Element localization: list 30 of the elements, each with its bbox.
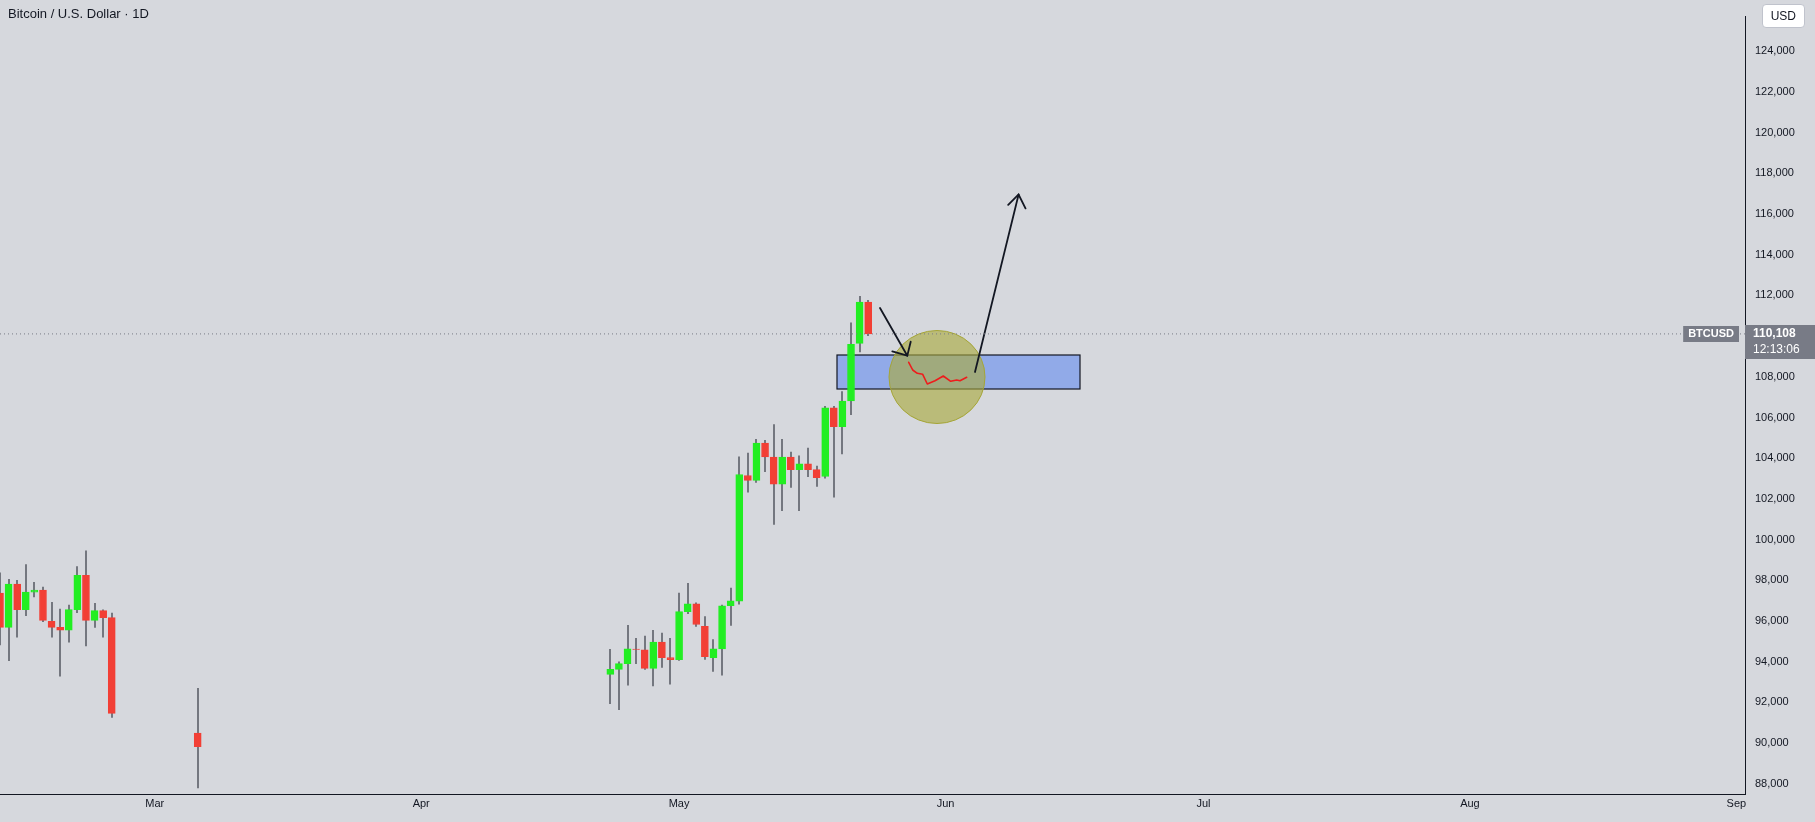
y-tick-label: 116,000	[1755, 207, 1794, 220]
y-tick-label: 114,000	[1755, 247, 1794, 260]
x-tick-label: May	[668, 796, 690, 809]
y-tick-label: 102,000	[1755, 491, 1795, 504]
x-tick-label: Jun	[936, 796, 955, 809]
y-tick-label: 96,000	[1755, 614, 1789, 627]
y-tick-label: 104,000	[1755, 451, 1795, 464]
y-tick-label: 94,000	[1755, 654, 1789, 667]
annotation: BTCUSD	[1688, 326, 1735, 339]
y-tick-label: 122,000	[1755, 84, 1795, 97]
y-tick-label: 124,000	[1755, 44, 1795, 57]
x-tick-label: Jul	[1196, 796, 1211, 809]
y-tick-label: 112,000	[1755, 288, 1794, 301]
ref-line-label: 110,108	[1753, 326, 1797, 341]
y-tick-label: 120,000	[1755, 125, 1795, 138]
x-tick-label: Mar	[145, 796, 165, 809]
text: USD	[1761, 4, 1805, 28]
y-tick-label: 106,000	[1755, 410, 1795, 423]
y-tick-label: 92,000	[1755, 695, 1789, 708]
x-tick-label: Sep	[1726, 796, 1747, 809]
x-tick-label: Apr	[412, 796, 431, 809]
y-tick-label: 90,000	[1755, 736, 1789, 749]
text: 12:13:06	[1753, 342, 1801, 357]
chart-title: Bitcoin / U.S. Dollar · 1D	[8, 6, 149, 21]
y-tick-label: 118,000	[1755, 166, 1794, 179]
y-tick-label: 108,000	[1755, 369, 1795, 382]
y-tick-label: 98,000	[1755, 573, 1789, 586]
x-tick-label: Aug	[1460, 796, 1480, 809]
y-tick-label: 88,000	[1755, 776, 1789, 789]
y-tick-label: 100,000	[1755, 532, 1795, 545]
